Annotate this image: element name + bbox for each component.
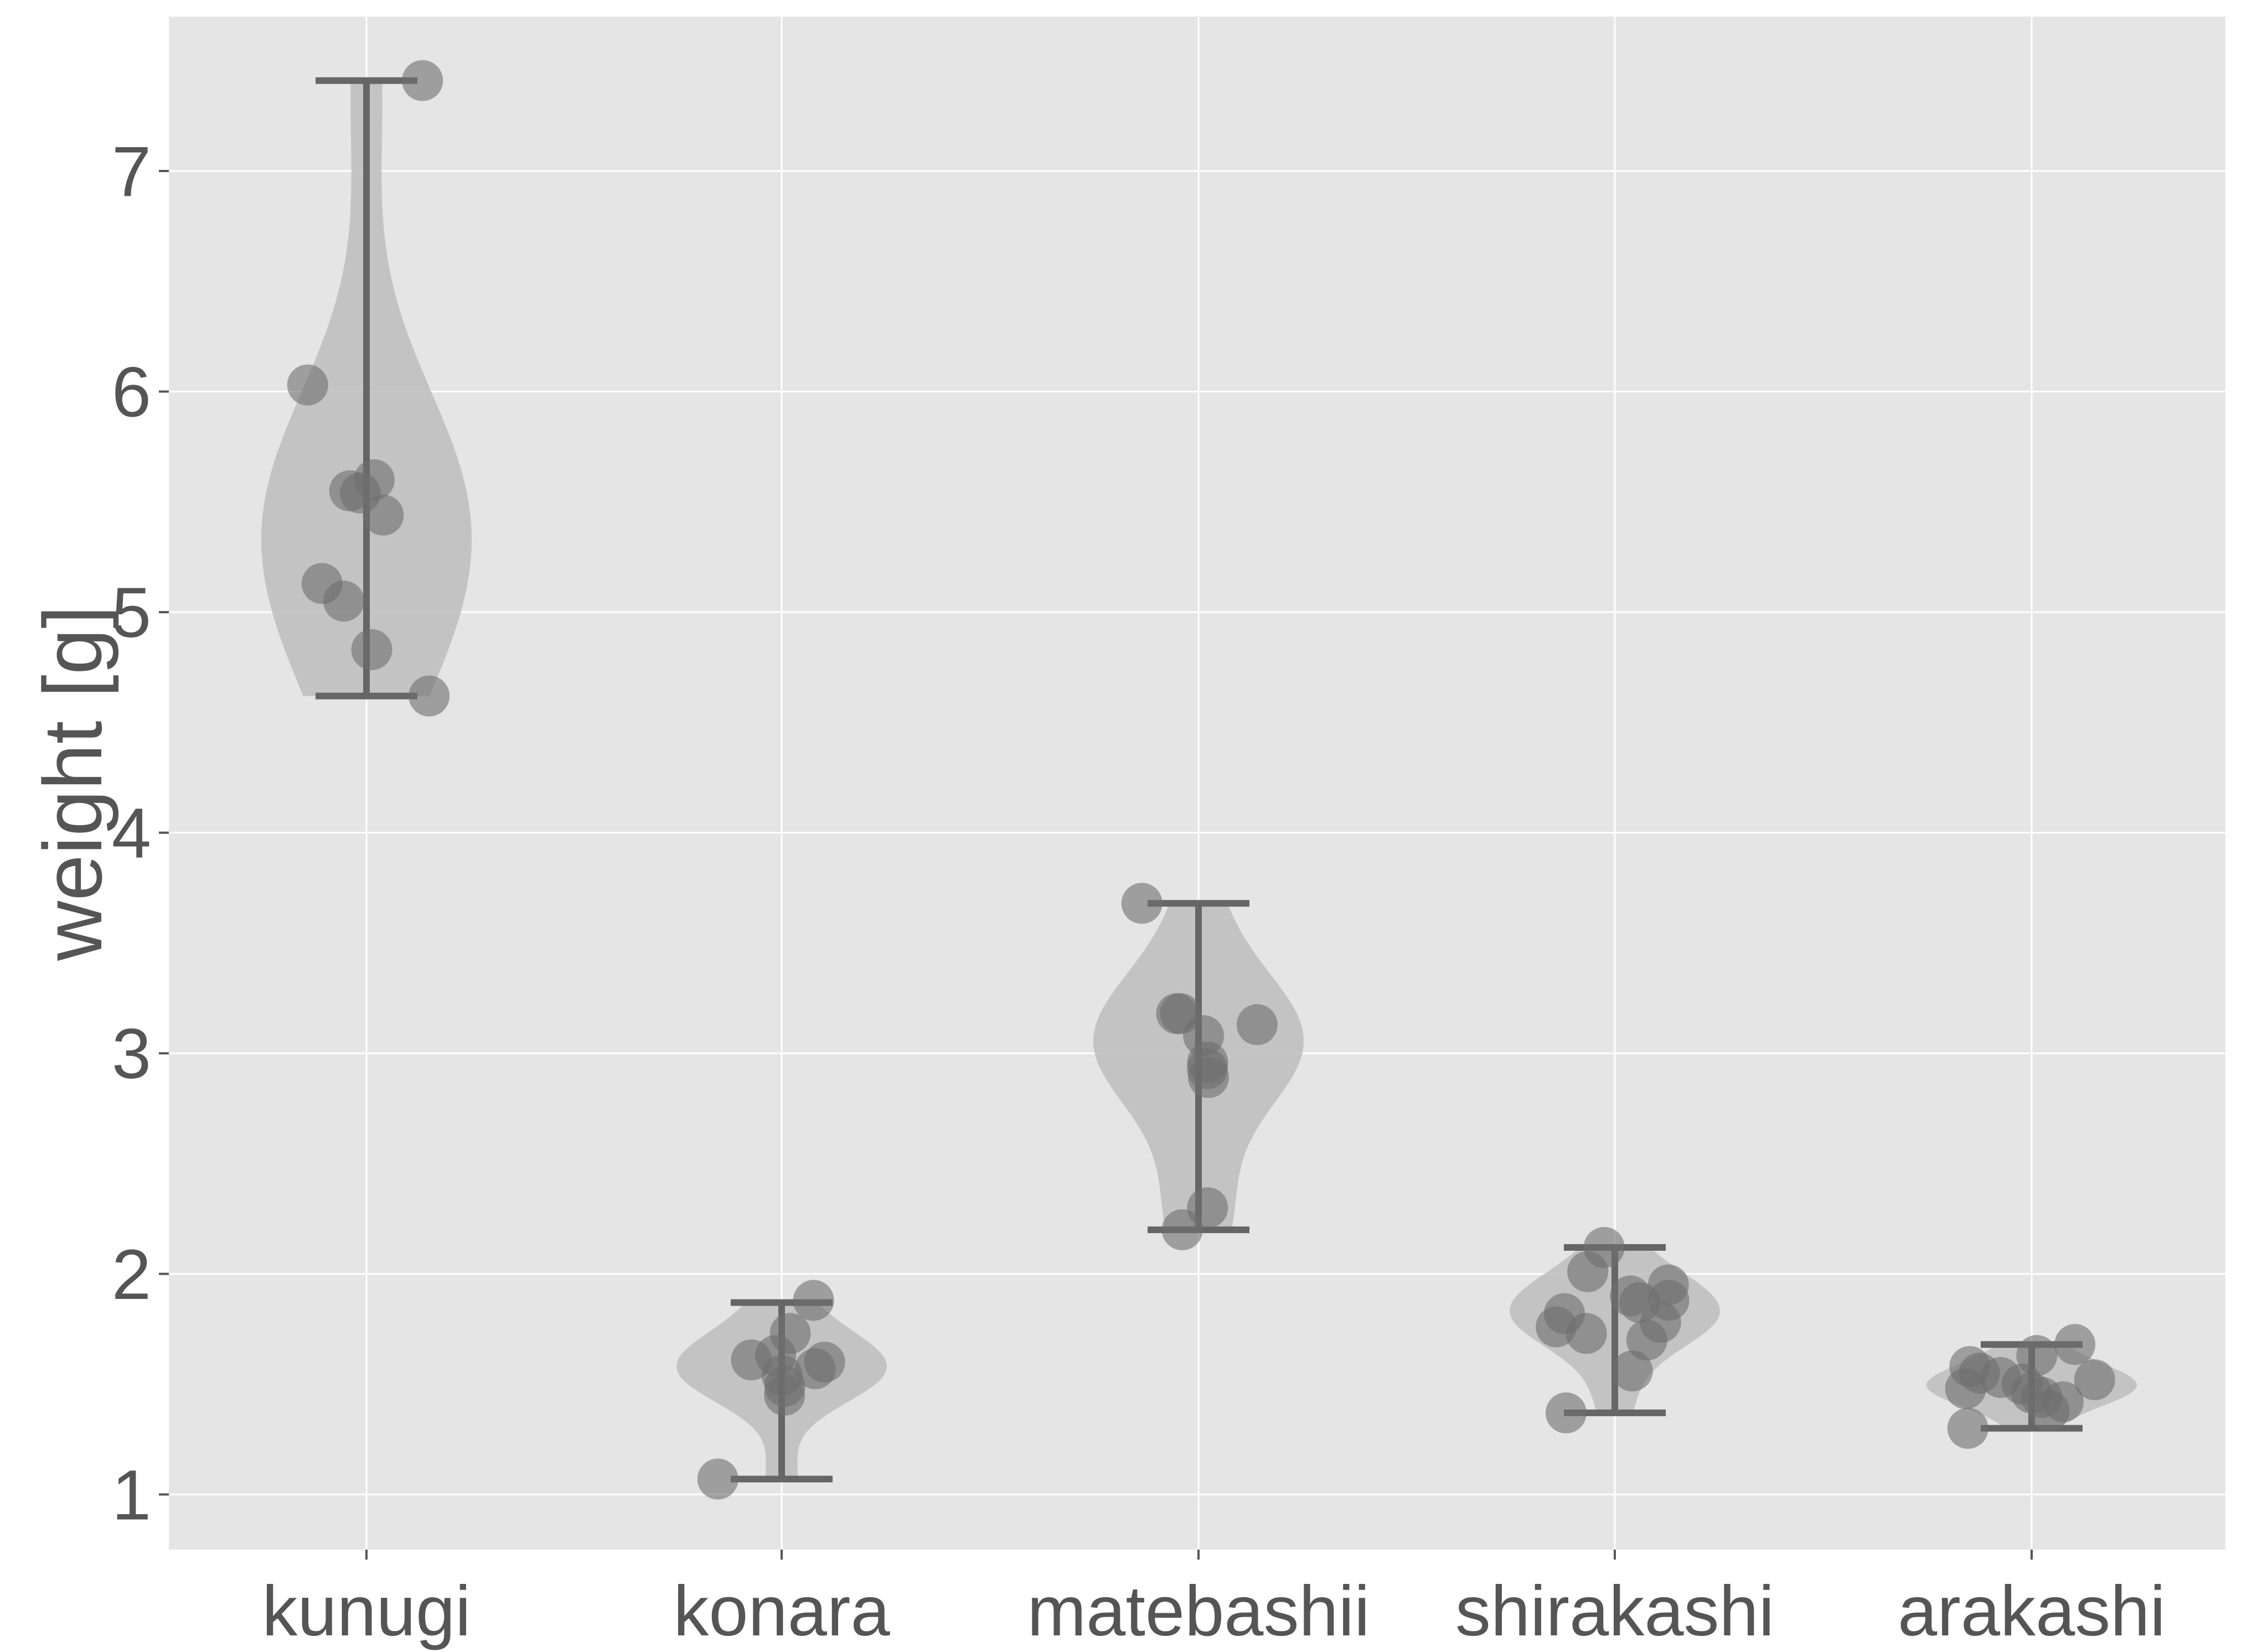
- data-point-shirakashi: [1545, 1392, 1587, 1433]
- data-point-kunugi: [363, 494, 404, 536]
- y-tick-label: 6: [112, 353, 151, 432]
- x-tick-label-konara: konara: [673, 1572, 890, 1651]
- y-tick-label: 4: [112, 794, 151, 873]
- axes: kunugi konara matebashii shirakashi arakashi…: [112, 132, 2166, 1651]
- data-point-konara: [793, 1280, 834, 1321]
- data-point-kunugi: [323, 581, 364, 622]
- data-point-konara: [764, 1375, 805, 1416]
- y-axis-title: weight [g]: [26, 605, 119, 961]
- grid-lines: [169, 17, 2225, 1550]
- data-point-shirakashi: [1626, 1319, 1667, 1361]
- y-tick-label: 3: [112, 1014, 151, 1094]
- x-tick-label-matebashii: matebashii: [1027, 1572, 1370, 1651]
- data-point-shirakashi: [1567, 1251, 1609, 1292]
- data-point-matebashii: [1121, 883, 1163, 924]
- data-point-kunugi: [402, 60, 443, 101]
- data-point-arakashi: [2028, 1390, 2070, 1431]
- data-point-matebashii: [1236, 1004, 1278, 1045]
- data-point-kunugi: [409, 675, 450, 717]
- data-point-kunugi: [287, 364, 328, 406]
- data-point-kunugi: [351, 629, 392, 670]
- data-point-arakashi: [2074, 1359, 2115, 1401]
- data-point-konara: [794, 1348, 836, 1390]
- data-point-arakashi: [1947, 1407, 1988, 1449]
- x-tick-label-kunugi: kunugi: [262, 1572, 471, 1651]
- data-point-konara: [697, 1458, 738, 1500]
- data-point-matebashii: [1187, 1057, 1229, 1099]
- data-point-arakashi: [2054, 1324, 2096, 1365]
- y-tick-label: 5: [112, 573, 151, 652]
- data-point-shirakashi: [1566, 1313, 1607, 1354]
- x-tick-label-arakashi: arakashi: [1898, 1572, 2166, 1651]
- data-point-arakashi: [1945, 1368, 1986, 1410]
- data-point-shirakashi: [1611, 1350, 1653, 1392]
- y-tick-label: 1: [112, 1456, 151, 1535]
- plot-panel: [169, 17, 2225, 1550]
- y-tick-label: 2: [112, 1235, 151, 1314]
- data-point-konara: [731, 1339, 772, 1381]
- data-point-matebashii: [1161, 1209, 1203, 1251]
- x-tick-label-shirakashi: shirakashi: [1455, 1572, 1774, 1651]
- data-points: [287, 60, 2115, 1500]
- y-tick-label: 7: [112, 132, 151, 211]
